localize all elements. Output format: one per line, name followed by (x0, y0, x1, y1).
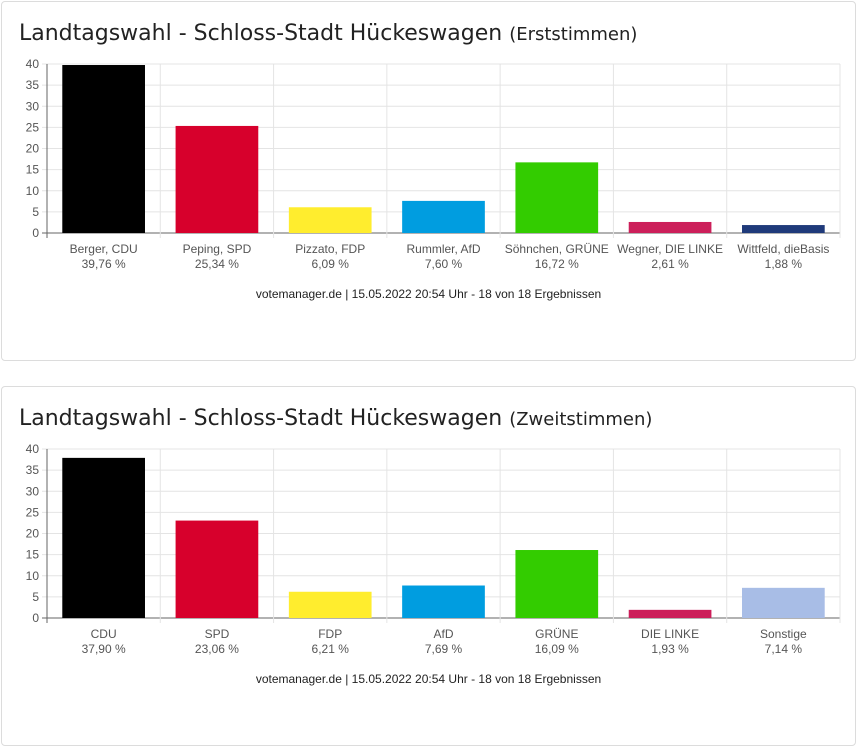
y-tick-label: 20 (26, 527, 40, 541)
bar (742, 587, 825, 618)
bar (288, 591, 372, 618)
category-label: Peping, SPD (183, 242, 252, 256)
subtitle-text: (Erststimmen) (509, 24, 638, 45)
category-label: GRÜNE (535, 627, 578, 641)
bar (402, 200, 485, 233)
category-label: CDU (91, 627, 117, 641)
bar (175, 520, 259, 618)
y-tick-label: 30 (26, 99, 40, 113)
zweitstimmen-card: Landtagswahl - Schloss-Stadt Hückeswagen… (1, 386, 856, 746)
bar (515, 550, 599, 618)
y-tick-label: 20 (26, 142, 40, 156)
category-label: Söhnchen, GRÜNE (505, 242, 609, 256)
category-label: Pizzato, FDP (295, 242, 365, 256)
value-label: 23,06 % (195, 642, 239, 656)
category-label: Wegner, DIE LINKE (617, 242, 723, 256)
title-text: Landtagswahl - Schloss-Stadt Hückeswagen (19, 406, 503, 431)
y-tick-label: 0 (32, 611, 39, 625)
category-label: Wittfeld, dieBasis (737, 242, 829, 256)
source-footer: votemanager.de | 15.05.2022 20:54 Uhr - … (255, 287, 602, 301)
y-tick-label: 0 (32, 226, 39, 240)
category-label: SPD (205, 627, 230, 641)
y-tick-label: 5 (32, 205, 39, 219)
bar (628, 609, 712, 618)
value-label: 39,76 % (82, 257, 126, 271)
chart-title: Landtagswahl - Schloss-Stadt Hückeswagen… (19, 405, 652, 434)
value-label: 7,69 % (425, 642, 463, 656)
category-label: Sonstige (760, 627, 807, 641)
y-tick-label: 5 (32, 590, 39, 604)
category-label: FDP (318, 627, 342, 641)
value-label: 16,72 % (535, 257, 579, 271)
value-label: 16,09 % (535, 642, 579, 656)
value-label: 37,90 % (82, 642, 126, 656)
y-tick-label: 25 (26, 120, 40, 134)
value-label: 6,09 % (312, 257, 350, 271)
category-label: Berger, CDU (70, 242, 138, 256)
y-tick-label: 30 (26, 484, 40, 498)
y-tick-label: 35 (26, 463, 40, 477)
value-label: 25,34 % (195, 257, 239, 271)
y-tick-label: 10 (26, 184, 40, 198)
bar (742, 225, 825, 233)
y-tick-label: 40 (26, 57, 40, 71)
category-label: DIE LINKE (641, 627, 699, 641)
y-tick-label: 15 (26, 548, 40, 562)
bar (288, 207, 372, 233)
category-label: AfD (433, 627, 453, 641)
value-label: 1,88 % (765, 257, 803, 271)
bar (515, 162, 599, 233)
value-label: 7,60 % (425, 257, 463, 271)
value-label: 6,21 % (312, 642, 350, 656)
chart-title: Landtagswahl - Schloss-Stadt Hückeswagen… (19, 20, 637, 49)
value-label: 2,61 % (651, 257, 689, 271)
y-tick-label: 35 (26, 78, 40, 92)
subtitle-text: (Zweitstimmen) (509, 409, 653, 430)
bar (175, 125, 259, 233)
y-tick-label: 15 (26, 163, 40, 177)
bar (62, 457, 145, 618)
category-label: Rummler, AfD (406, 242, 480, 256)
erststimmen-card: Landtagswahl - Schloss-Stadt Hückeswagen… (1, 1, 856, 361)
bar (62, 65, 145, 233)
y-tick-label: 40 (26, 442, 40, 456)
value-label: 1,93 % (651, 642, 689, 656)
bar (628, 221, 712, 233)
value-label: 7,14 % (765, 642, 803, 656)
y-tick-label: 25 (26, 505, 40, 519)
bar (402, 585, 485, 618)
title-text: Landtagswahl - Schloss-Stadt Hückeswagen (19, 21, 503, 46)
y-tick-label: 10 (26, 569, 40, 583)
source-footer: votemanager.de | 15.05.2022 20:54 Uhr - … (255, 672, 602, 686)
